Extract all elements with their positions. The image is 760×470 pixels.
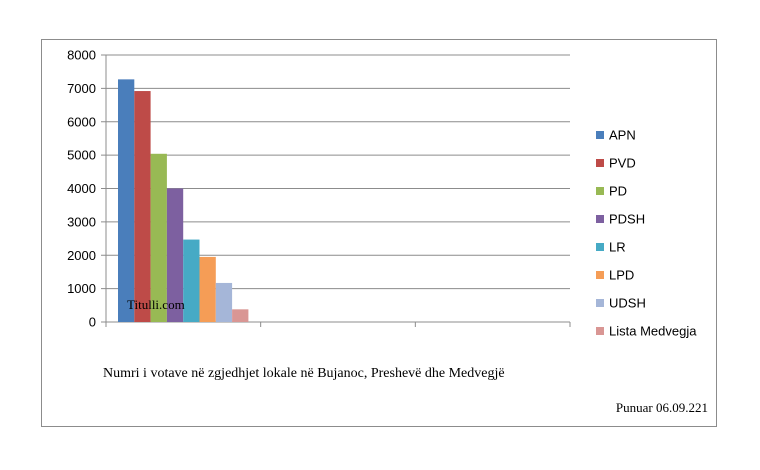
legend-swatch	[596, 131, 604, 139]
legend-label: APN	[609, 128, 636, 143]
legend-label: PD	[609, 184, 627, 199]
bar-pvd	[134, 91, 151, 322]
bar-lr	[183, 239, 200, 322]
bar-pdsh	[166, 188, 184, 322]
legend-swatch	[596, 187, 604, 195]
legend-swatch	[596, 327, 604, 335]
legend-swatch	[596, 215, 604, 223]
legend-label: PVD	[609, 156, 636, 171]
legend-swatch	[596, 299, 604, 307]
bar-lista-medvegja	[232, 309, 249, 322]
y-tick-label: 6000	[67, 114, 96, 129]
footnote-date: Punuar 06.09.221	[615, 400, 708, 415]
y-tick-labels: 0 1000 2000 3000 4000 5000 6000 7000 8000	[67, 48, 96, 330]
bar-apn	[118, 79, 135, 322]
bar-pd	[150, 153, 167, 322]
legend-swatch	[596, 271, 604, 279]
y-tick-label: 0	[89, 315, 96, 330]
y-tick-label: 1000	[67, 281, 96, 296]
legend-swatch	[596, 159, 604, 167]
y-tick-label: 8000	[67, 48, 96, 63]
legend: APN PVD PD PDSH LR LPD UDSH Lista Medvegja	[596, 128, 697, 339]
legend-swatch	[596, 243, 604, 251]
watermark-text: Titulli.com	[127, 297, 185, 312]
bar-lpd	[199, 256, 216, 322]
y-tick-label: 4000	[67, 181, 96, 196]
bar-udsh	[215, 282, 233, 322]
chart-frame: 0 1000 2000 3000 4000 5000 6000 7000 8000 APN PVD…	[41, 39, 717, 427]
legend-label: PDSH	[609, 212, 645, 227]
legend-label: LPD	[609, 268, 634, 283]
chart-caption: Numri i votave në zgjedhjet lokale në Bu…	[103, 366, 505, 381]
legend-label: UDSH	[609, 296, 646, 311]
y-tick-label: 2000	[67, 248, 96, 263]
y-tick-label: 7000	[67, 81, 96, 96]
chart-svg: 0 1000 2000 3000 4000 5000 6000 7000 8000 APN PVD…	[67, 48, 697, 339]
y-tick-label: 5000	[67, 148, 96, 163]
legend-label: Lista Medvegja	[609, 324, 697, 339]
y-tick-label: 3000	[67, 214, 96, 229]
legend-label: LR	[609, 240, 626, 255]
bars	[118, 79, 249, 322]
